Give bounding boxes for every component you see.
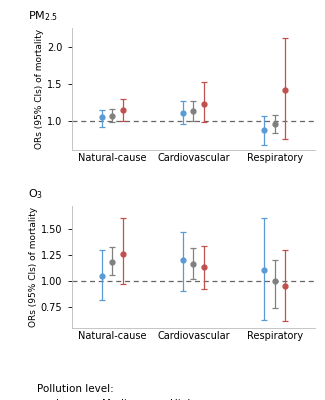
Text: O$_3$: O$_3$	[28, 187, 43, 201]
Y-axis label: ORs (95% CIs) of mortality: ORs (95% CIs) of mortality	[35, 29, 44, 149]
Y-axis label: ORs (95% CIs) of mortality: ORs (95% CIs) of mortality	[29, 207, 38, 327]
Legend: Low, Medium, High: Low, Medium, High	[33, 380, 198, 400]
Text: PM$_{2.5}$: PM$_{2.5}$	[28, 9, 58, 23]
